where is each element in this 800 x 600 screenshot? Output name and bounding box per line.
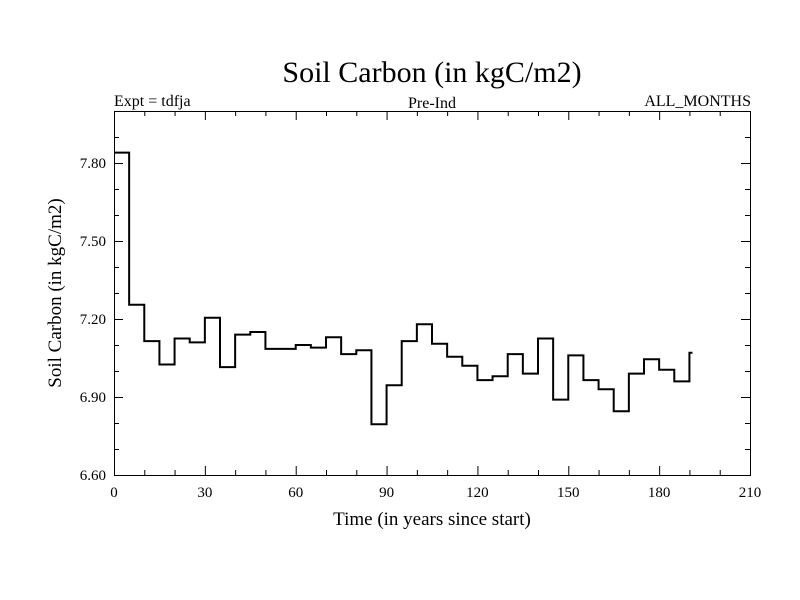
- series-layer: [114, 151, 693, 426]
- y-tick-label: 7.20: [80, 312, 106, 328]
- x-tick-label: 150: [557, 485, 580, 501]
- chart-title: Soil Carbon (in kgC/m2): [282, 56, 581, 89]
- y-tick-label: 6.90: [80, 390, 106, 406]
- y-tick-label: 7.50: [80, 234, 106, 250]
- period-label: Pre-Ind: [408, 95, 456, 112]
- x-tick-label: 120: [466, 485, 489, 501]
- plot-frame: [114, 111, 751, 476]
- x-tick-label: 0: [110, 485, 118, 501]
- x-tick-label: 60: [288, 485, 303, 501]
- y-tick-label: 6.60: [80, 468, 106, 484]
- x-tick-label: 180: [648, 485, 671, 501]
- x-tick-label: 210: [739, 485, 762, 501]
- series-line: [114, 151, 693, 426]
- x-tick-label: 90: [379, 485, 394, 501]
- x-tick-label: 30: [197, 485, 212, 501]
- tick-layer: 0 30 60 90 120 150 180 210 6.60 6.90 7.20 7.50 7.80: [80, 111, 762, 501]
- months-label: ALL_MONTHS: [644, 93, 751, 110]
- experiment-label: Expt = tdfja: [114, 93, 191, 110]
- y-axis-label: Soil Carbon (in kgC/m2): [45, 198, 66, 387]
- x-axis-label: Time (in years since start): [333, 509, 531, 530]
- y-tick-label: 7.80: [80, 156, 106, 172]
